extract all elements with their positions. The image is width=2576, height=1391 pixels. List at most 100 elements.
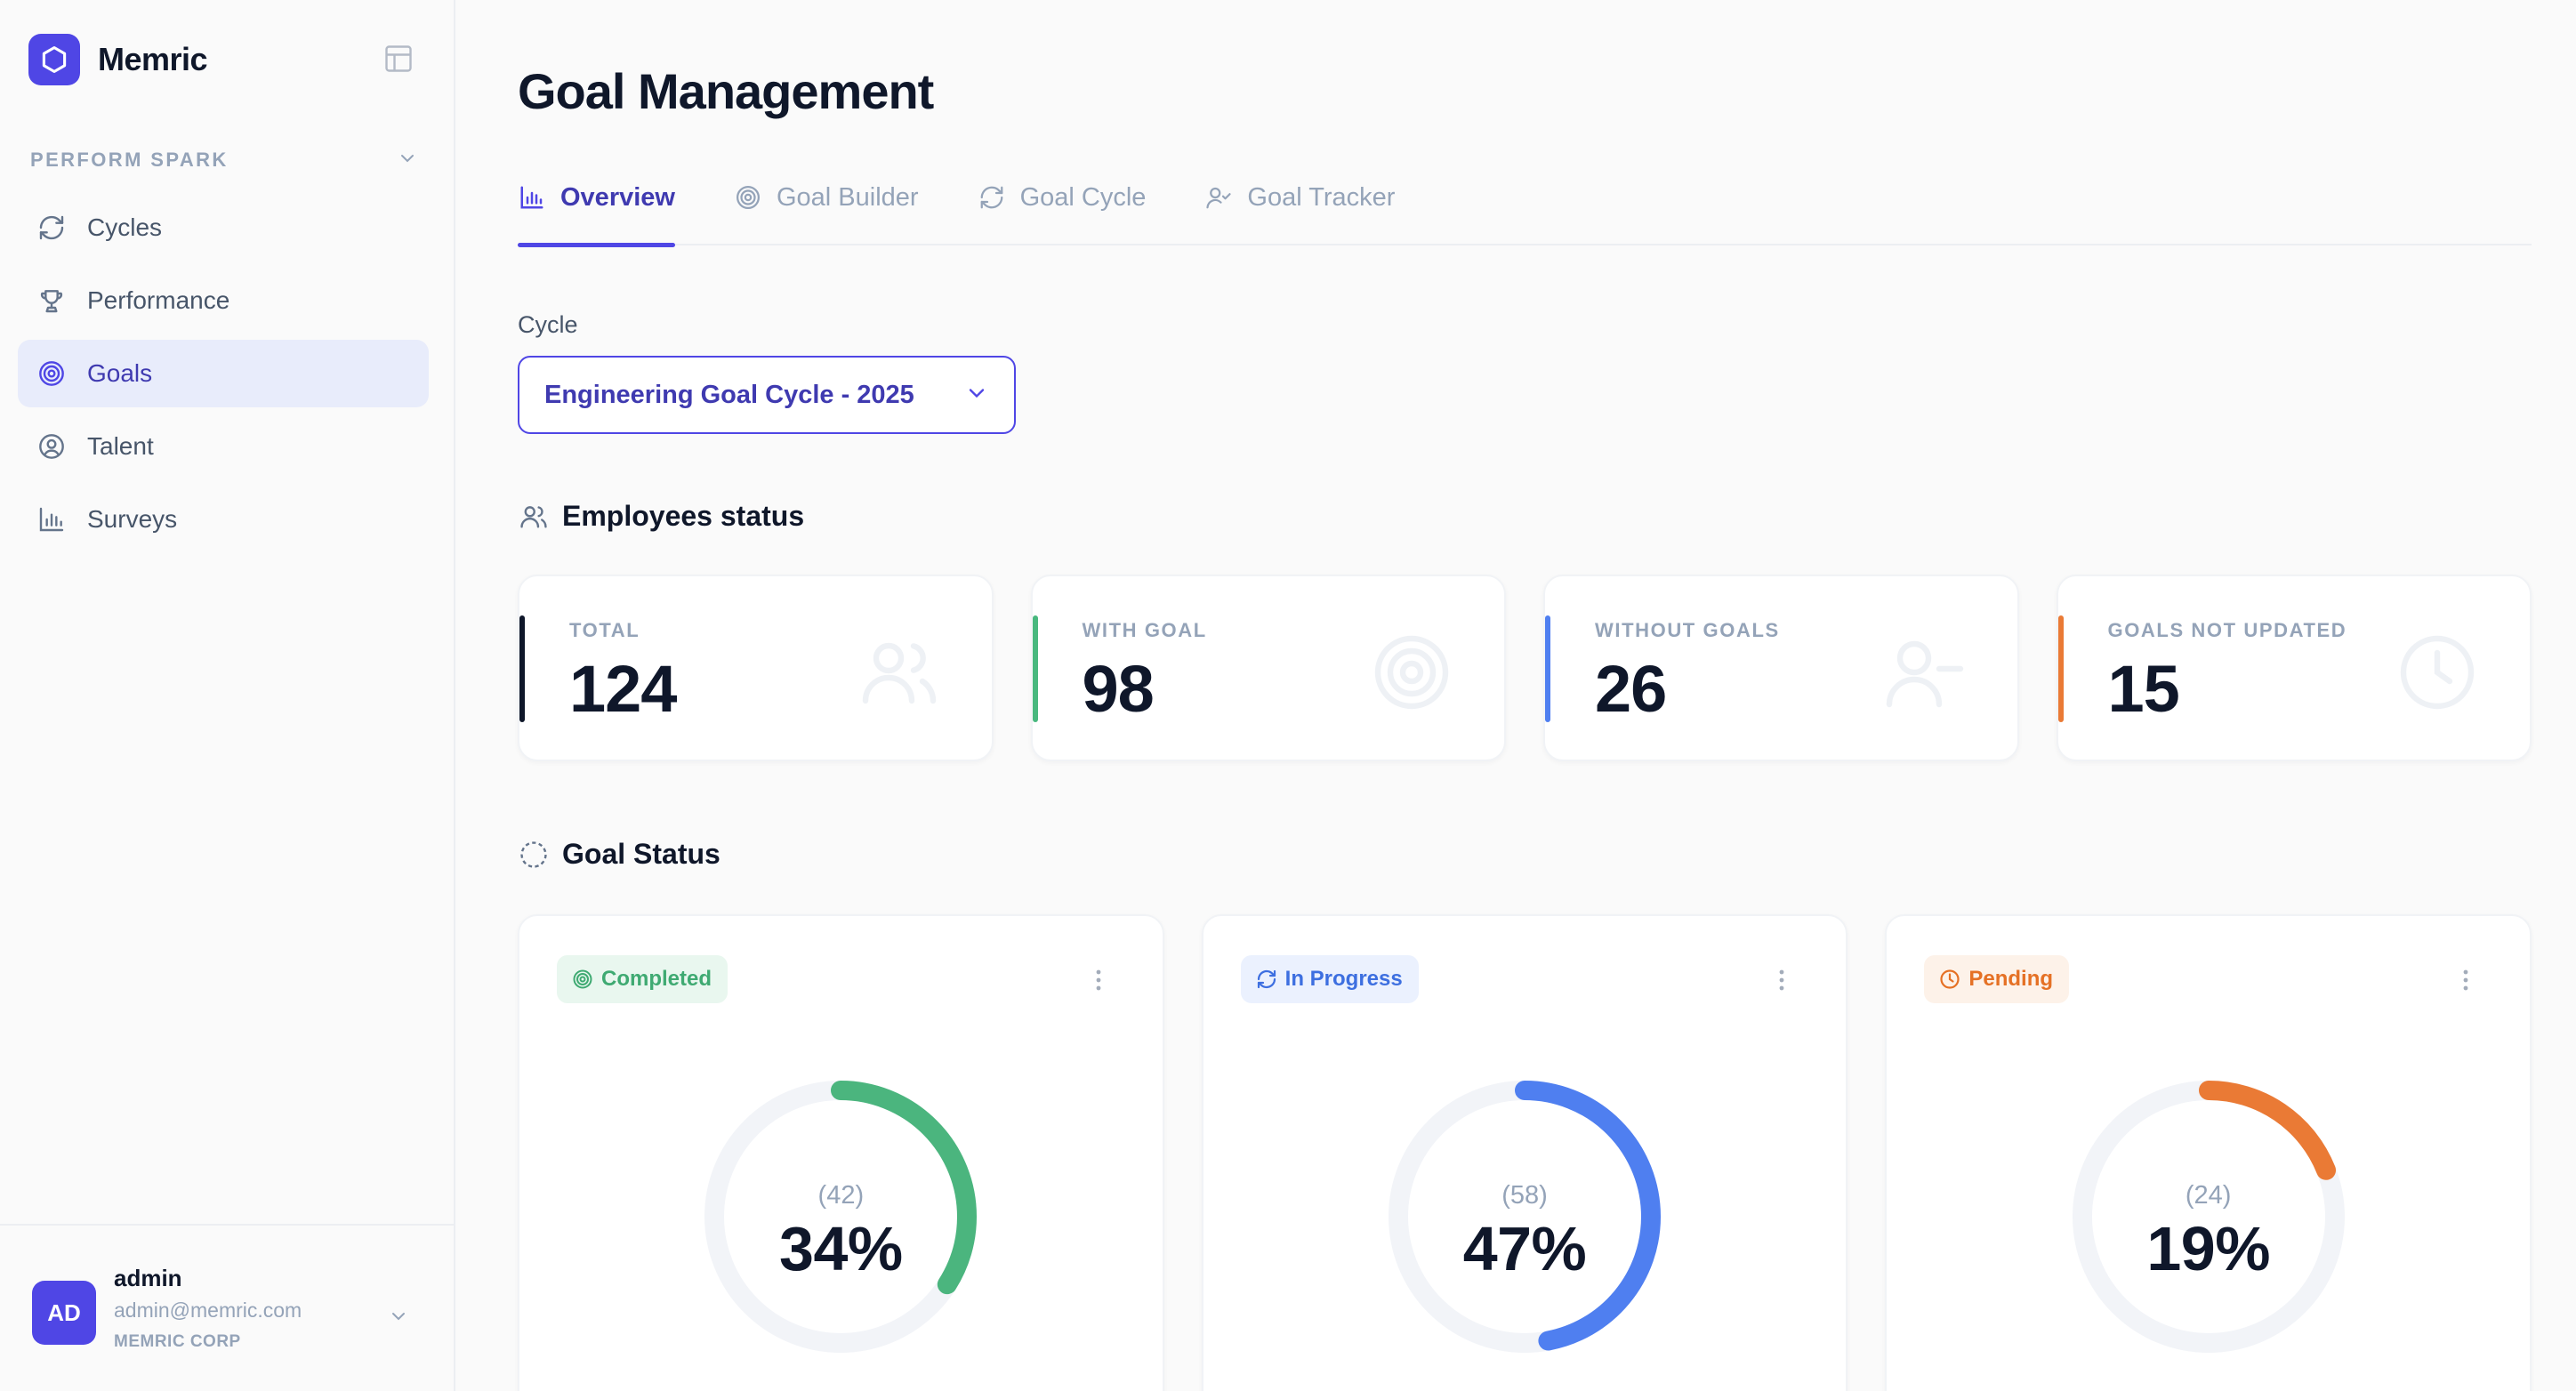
user-email: admin@memric.com [114, 1299, 302, 1322]
donut-chart: (24) 19% [2066, 1074, 2351, 1359]
badge-label: Pending [1968, 967, 2054, 991]
hexagon-logo-icon [28, 34, 80, 85]
tab-label: Overview [560, 183, 675, 212]
section-label: PERFORM SPARK [30, 149, 229, 171]
goal-card-pending: Pending (24) 19% [1885, 914, 2532, 1391]
more-options-icon[interactable] [1088, 968, 1109, 993]
clock-icon [1938, 968, 1961, 991]
more-options-icon[interactable] [2455, 968, 2476, 993]
target-icon [734, 183, 762, 212]
tab-label: Goal Tracker [1247, 183, 1396, 212]
stat-accent-bar [519, 615, 525, 722]
refresh-icon [978, 183, 1006, 212]
goal-status-cards: Completed (42) 34% In Progress [518, 914, 2532, 1391]
user-profile[interactable]: AD admin admin@memric.com MEMRIC CORP [0, 1224, 454, 1391]
badge-label: Completed [601, 967, 712, 991]
donut-count: (58) [1501, 1181, 1548, 1210]
donut-progress-arc [1389, 1081, 1661, 1353]
donut-chart: (58) 47% [1382, 1074, 1667, 1359]
more-options-icon[interactable] [1771, 968, 1792, 993]
chevron-down-icon [964, 381, 989, 410]
employees-stats: TOTAL 124 WITH GOAL 98 WITHOUT GOALS 26 … [518, 575, 2532, 761]
stat-card-with-goal: WITH GOAL 98 [1030, 575, 1506, 761]
user-circle-icon [36, 430, 68, 462]
user-check-icon [1204, 183, 1233, 212]
app-name: Memric [98, 41, 208, 77]
tab-goal-cycle[interactable]: Goal Cycle [978, 174, 1146, 245]
avatar: AD [32, 1281, 96, 1345]
user-minus-icon [1882, 630, 1968, 715]
users-icon [518, 501, 550, 533]
target-icon [36, 358, 68, 390]
donut-percent: 34% [779, 1214, 903, 1283]
stat-card-without-goals: WITHOUT GOALS 26 [1543, 575, 2019, 761]
donut-progress-arc [704, 1081, 978, 1353]
tab-bar: Overview Goal Builder Goal Cycle Goal Tr… [518, 174, 2532, 247]
status-badge: Completed [557, 955, 729, 1003]
refresh-icon [36, 212, 68, 244]
donut-count: (24) [2185, 1181, 2232, 1210]
sidebar-item-performance[interactable]: Performance [18, 267, 429, 334]
employees-status-heading: Employees status [518, 500, 804, 533]
refresh-icon [1255, 968, 1278, 991]
stat-card-goals-not-updated: GOALS NOT UPDATED 15 [2056, 575, 2532, 761]
sidebar: Memric PERFORM SPARK Cycles Performance … [0, 0, 455, 1391]
status-badge: Pending [1924, 955, 2070, 1003]
stat-label: WITH GOAL [1082, 619, 1207, 641]
tab-label: Goal Builder [776, 183, 919, 212]
tab-goal-builder[interactable]: Goal Builder [734, 174, 919, 245]
donut-percent: 19% [2146, 1214, 2270, 1283]
bar-chart-icon [36, 503, 68, 535]
donut-chart: (42) 34% [698, 1074, 983, 1359]
cycle-label: Cycle [518, 311, 578, 338]
stat-value: 98 [1082, 652, 1155, 726]
sidebar-item-cycles[interactable]: Cycles [18, 194, 429, 261]
sidebar-toggle-icon[interactable] [381, 41, 416, 76]
stat-label: WITHOUT GOALS [1595, 619, 1780, 641]
chevron-down-icon [397, 148, 418, 173]
stat-label: GOALS NOT UPDATED [2107, 619, 2347, 641]
bar-chart-icon [518, 183, 546, 212]
sidebar-item-talent[interactable]: Talent [18, 413, 429, 480]
donut-count: (42) [817, 1181, 865, 1210]
stat-value: 124 [569, 652, 677, 726]
main-content: Goal Management Overview Goal Builder Go… [518, 0, 2532, 1391]
brand[interactable]: Memric [28, 34, 208, 85]
status-badge: In Progress [1240, 955, 1419, 1003]
badge-label: In Progress [1284, 967, 1403, 991]
sidebar-item-label: Talent [87, 432, 154, 460]
cycle-select-value: Engineering Goal Cycle - 2025 [544, 380, 914, 409]
sidebar-item-surveys[interactable]: Surveys [18, 486, 429, 553]
chevron-down-icon[interactable] [382, 1300, 415, 1332]
cycle-select[interactable]: Engineering Goal Cycle - 2025 [518, 356, 1016, 434]
stat-label: TOTAL [569, 619, 640, 641]
stat-value: 15 [2107, 652, 2180, 726]
trophy-icon [36, 285, 68, 317]
tab-goal-tracker[interactable]: Goal Tracker [1204, 174, 1395, 245]
stat-accent-bar [2057, 615, 2064, 722]
sidebar-item-goals[interactable]: Goals [18, 340, 429, 407]
target-icon [571, 968, 594, 991]
donut-progress-arc [2072, 1081, 2345, 1353]
section-title: Employees status [562, 500, 805, 532]
section-title: Goal Status [562, 838, 720, 870]
page-title: Goal Management [518, 63, 934, 119]
user-org: MEMRIC CORP [114, 1332, 241, 1351]
tab-overview[interactable]: Overview [518, 174, 675, 247]
goal-status-heading: Goal Status [518, 838, 720, 871]
donut-percent: 47% [1462, 1214, 1587, 1283]
users-icon [857, 630, 942, 715]
sidebar-item-label: Cycles [87, 213, 163, 241]
stat-accent-bar [1545, 615, 1550, 722]
target-icon [1369, 630, 1454, 715]
stat-value: 26 [1595, 652, 1667, 726]
stat-card-total: TOTAL 124 [518, 575, 994, 761]
clock-icon [2395, 630, 2480, 715]
goal-card-in-progress: In Progress (58) 47% [1201, 914, 1848, 1391]
sidebar-item-label: Surveys [87, 505, 178, 533]
goal-card-completed: Completed (42) 34% [518, 914, 1164, 1391]
user-name: admin [114, 1265, 182, 1291]
sidebar-nav: Cycles Performance Goals Talent Surveys [18, 194, 429, 559]
stat-accent-bar [1032, 615, 1038, 722]
section-header-perform-spark[interactable]: PERFORM SPARK [30, 146, 418, 174]
